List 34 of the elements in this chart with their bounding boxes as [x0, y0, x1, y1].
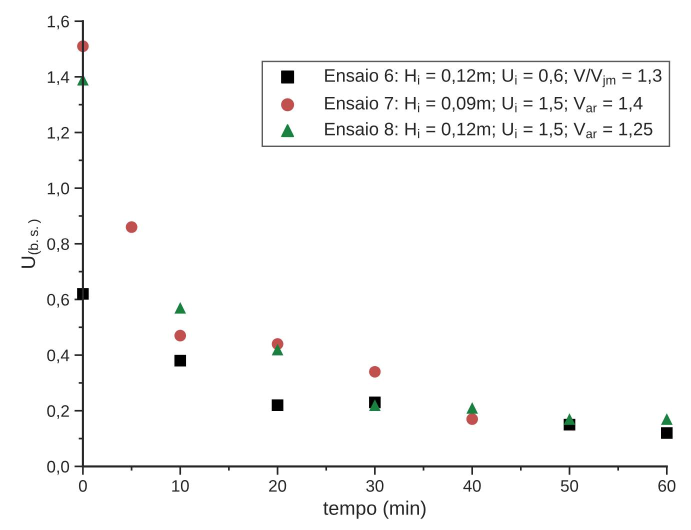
point — [272, 399, 284, 411]
x-tick-label: 60 — [658, 480, 676, 492]
y-tick-label: 0,4 — [47, 350, 70, 364]
point — [661, 413, 673, 425]
point — [174, 354, 186, 366]
point — [466, 413, 478, 425]
y-tick-label: 0,2 — [47, 405, 69, 419]
y-axis-title: U$_{(b.s.)}$ — [22, 220, 41, 268]
point — [661, 427, 673, 439]
point — [369, 399, 381, 411]
legend-label: Ensaio 6: H$_{i}$ = 0,12m; U$_{i}$ = 0,6; V/V$_{jm}$ = 1,3 — [325, 68, 662, 88]
x-tick-label: 0 — [78, 480, 87, 492]
y-tick-label: 1,2 — [48, 126, 69, 141]
y-tick-label: 1,4 — [48, 71, 70, 86]
x-tick-label: 40 — [463, 480, 481, 492]
x-axis-title: tempo (min) — [323, 500, 426, 519]
legend-label: Ensaio 8: H$_{i}$ = 0,12m; U$_{i}$ = 1,5; V$_{ar}$ = 1,25 — [325, 122, 652, 138]
x-tick-label: 20 — [269, 480, 286, 492]
point — [466, 402, 478, 414]
x-tick-label: 30 — [366, 480, 384, 492]
y-tick-label: 1,0 — [48, 182, 70, 196]
point — [369, 366, 381, 378]
y-tick-label: 0,0 — [47, 460, 70, 475]
legend-label: Ensaio 7: H$_{i}$ = 0,09m; U$_{i}$ = 1,5; V$_{ar}$ = 1,4 — [325, 96, 643, 112]
point — [174, 330, 186, 342]
y-tick-label: 0,6 — [47, 294, 69, 308]
point — [126, 221, 138, 233]
y-tick-label: 1,6 — [48, 16, 69, 30]
point — [272, 344, 284, 356]
y-tick-label: 0,8 — [47, 238, 70, 252]
x-tick-label: 50 — [560, 480, 578, 492]
point — [564, 413, 576, 425]
x-tick-label: 10 — [172, 480, 189, 492]
point — [174, 302, 186, 314]
